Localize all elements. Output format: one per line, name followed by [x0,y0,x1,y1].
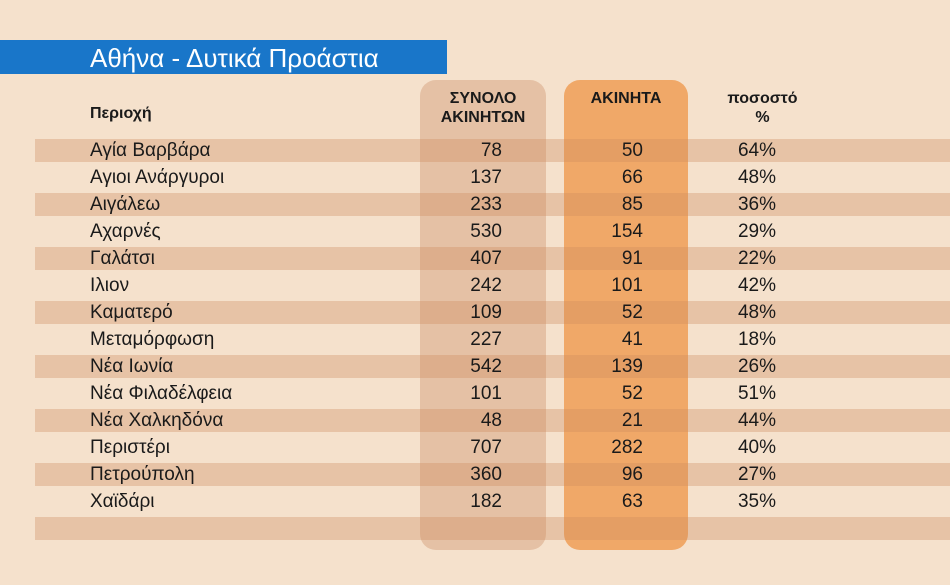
row-stripe [35,247,950,270]
cell-total: 227 [470,329,502,350]
cell-name: Νέα Ιωνία [90,356,174,377]
row-stripe [35,517,950,540]
cell-unsold: 91 [621,248,643,269]
cell-pct: 22% [737,248,776,269]
cell-pct: 29% [737,221,776,242]
cell-pct: 36% [737,194,776,215]
cell-unsold: 282 [611,437,643,458]
cell-pct: 51% [737,383,776,404]
cell-unsold: 101 [611,275,643,296]
cell-pct: 42% [737,275,776,296]
cell-unsold: 139 [611,356,643,377]
cell-total: 407 [470,248,502,269]
cell-unsold: 66 [621,167,643,188]
cell-pct: 26% [737,356,776,377]
cell-total: 542 [470,356,502,377]
cell-name: Νέα Χαλκηδόνα [90,410,224,431]
row-stripe [35,355,950,378]
table-row: Μεταμόρφωση 227 41 18% [0,326,950,353]
cell-unsold: 63 [621,491,643,512]
cell-unsold: 52 [621,302,643,323]
cell-name: Πετρούπολη [90,464,195,485]
cell-total: 360 [470,464,502,485]
title-bar [0,40,447,74]
header-percent-line1: ποσοστό [727,90,798,107]
cell-name: Περιστέρι [90,437,170,458]
cell-total: 233 [470,194,502,215]
cell-unsold: 50 [621,140,643,161]
cell-unsold: 85 [621,194,643,215]
table-row: Νέα Φιλαδέλφεια 101 52 51% [0,380,950,407]
header-total-line2: ΑΚΙΝΗΤΩΝ [440,109,526,126]
unsold-column-highlight [564,80,688,550]
cell-total: 707 [470,437,502,458]
cell-pct: 35% [737,491,776,512]
table-row: Χαϊδάρι 182 63 35% [0,488,950,515]
cell-name: Γαλάτσι [90,248,155,269]
cell-name: Αχαρνές [90,221,161,242]
table-row: Αγία Βαρβάρα 78 50 64% [0,137,950,164]
cell-unsold: 41 [621,329,643,350]
cell-total: 78 [480,140,502,161]
row-stripe [35,463,950,486]
table-row: Περιστέρι 707 282 40% [0,434,950,461]
row-stripe [35,139,950,162]
row-stripe [35,409,950,432]
cell-total: 137 [470,167,502,188]
table-row: Νέα Χαλκηδόνα 48 21 44% [0,407,950,434]
header-total-line1: ΣΥΝΟΛΟ [449,90,517,107]
cell-unsold: 21 [621,410,643,431]
cell-total: 109 [470,302,502,323]
table-row: Αιγάλεω 233 85 36% [0,191,950,218]
table-row: Αχαρνές 530 154 29% [0,218,950,245]
cell-pct: 48% [737,167,776,188]
cell-pct: 18% [737,329,776,350]
row-stripe [35,301,950,324]
cell-name: Χαϊδάρι [90,491,155,512]
cell-pct: 64% [737,140,776,161]
cell-name: Μεταμόρφωση [90,329,215,350]
header-total: ΣΥΝΟΛΟ ΑΚΙΝΗΤΩΝ [420,89,546,127]
header-unsold: ΑΚΙΝΗΤΑ [590,90,662,107]
cell-total: 48 [480,410,502,431]
cell-pct: 44% [737,410,776,431]
cell-unsold: 52 [621,383,643,404]
header-percent-line2: % [755,109,770,126]
table-row: Καματερό 109 52 48% [0,299,950,326]
cell-unsold: 96 [621,464,643,485]
cell-pct: 48% [737,302,776,323]
cell-name: Αγία Βαρβάρα [90,140,211,161]
cell-total: 530 [470,221,502,242]
header-percent: ποσοστό % [700,89,825,127]
cell-total: 101 [470,383,502,404]
header-region: Περιοχή [90,105,152,122]
cell-name: Ιλιον [90,275,130,296]
cell-unsold: 154 [611,221,643,242]
cell-pct: 27% [737,464,776,485]
table-row: Νέα Ιωνία 542 139 26% [0,353,950,380]
cell-name: Αιγάλεω [90,194,161,215]
row-stripe [35,193,950,216]
cell-name: Αγιοι Ανάργυροι [90,167,225,188]
table-row: Ιλιον 242 101 42% [0,272,950,299]
table-row: Αγιοι Ανάργυροι 137 66 48% [0,164,950,191]
table-row: Πετρούπολη 360 96 27% [0,461,950,488]
total-column-highlight [420,80,546,550]
cell-name: Καματερό [90,302,173,323]
table-row: Γαλάτσι 407 91 22% [0,245,950,272]
cell-total: 242 [470,275,502,296]
chart-title: Αθήνα - Δυτικά Προάστια [90,43,379,73]
cell-pct: 40% [737,437,776,458]
cell-name: Νέα Φιλαδέλφεια [90,383,233,404]
cell-total: 182 [470,491,502,512]
